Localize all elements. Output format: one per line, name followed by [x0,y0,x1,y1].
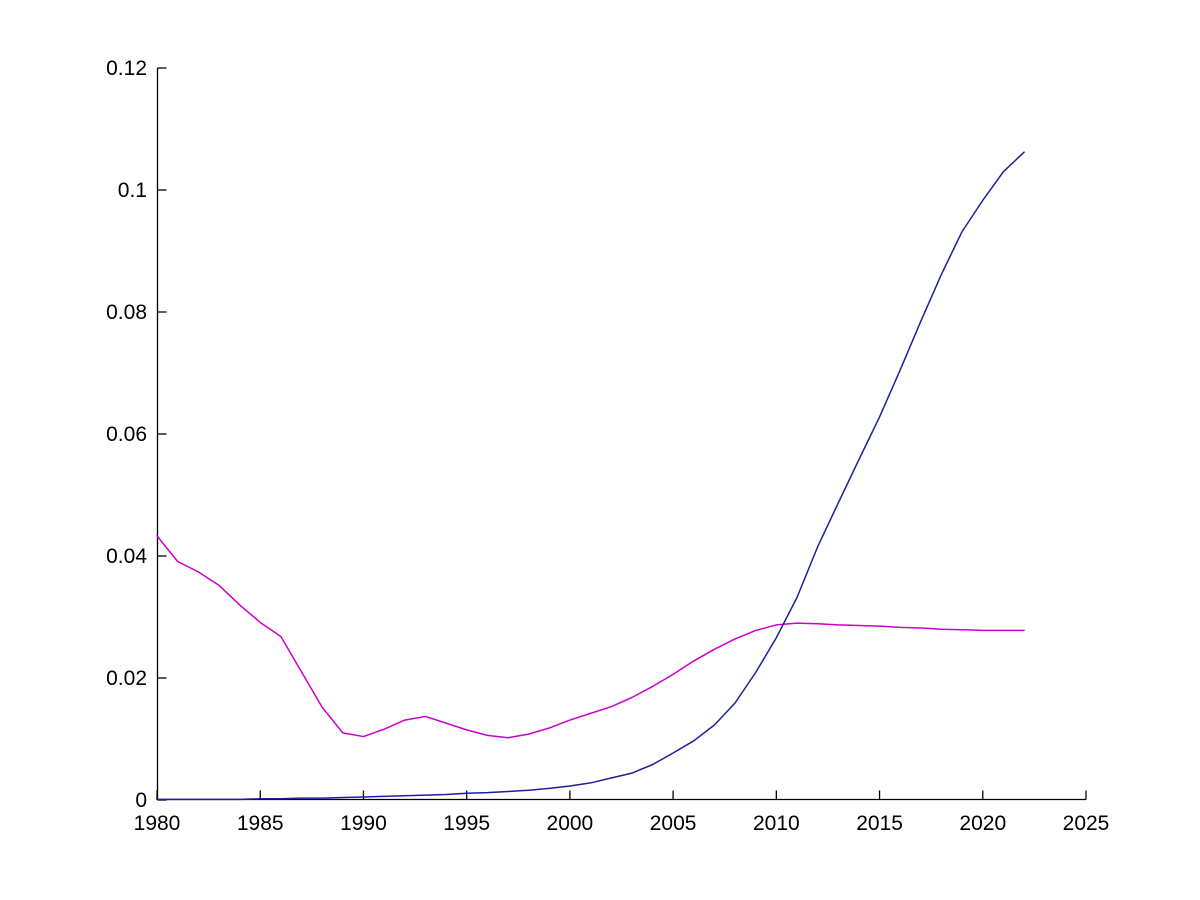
x-tick-label: 2025 [1063,812,1110,835]
x-tick-label: 1980 [134,812,181,835]
x-tick-label: 2000 [547,812,594,835]
y-tick-label: 0.12 [106,57,147,80]
y-tick-label: 0.02 [106,667,147,690]
x-tick-label: 1995 [443,812,490,835]
y-tick-label: 0.06 [106,423,147,446]
x-tick-label: 2005 [650,812,697,835]
x-tick-label: 1985 [237,812,284,835]
y-tick-label: 0.1 [118,179,147,202]
x-tick-label: 2010 [753,812,800,835]
y-tick-label: 0 [135,789,147,812]
x-tick-label: 2015 [856,812,903,835]
y-tick-label: 0.04 [106,545,147,568]
y-tick-label: 0.08 [106,301,147,324]
x-tick-label: 1990 [340,812,387,835]
x-tick-label: 2020 [959,812,1006,835]
magenta-line [156,535,1025,739]
blue-line [156,151,1025,801]
